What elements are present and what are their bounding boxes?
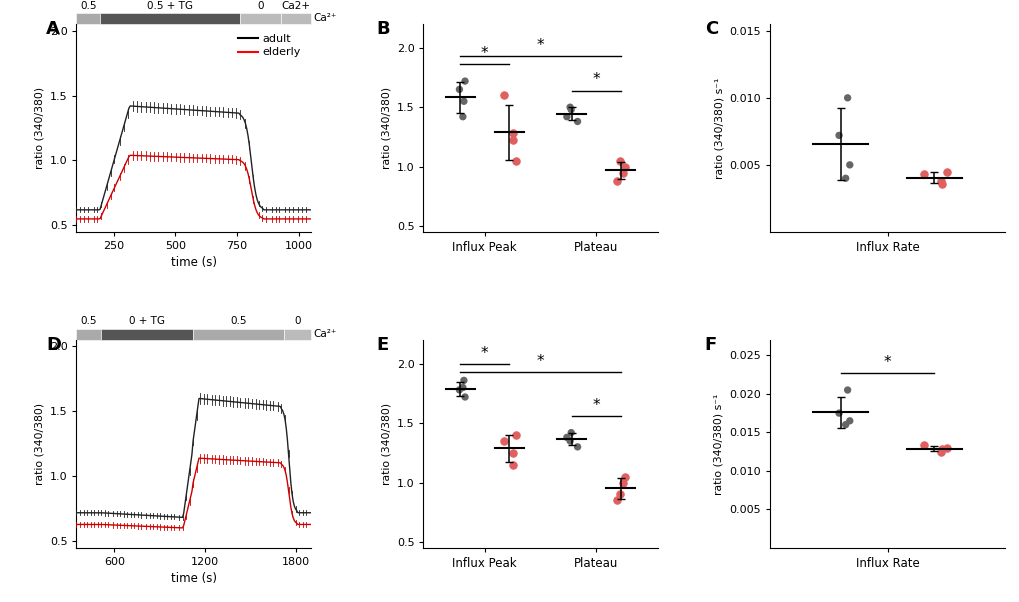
Point xyxy=(841,416,857,426)
Text: D: D xyxy=(46,336,61,354)
Point xyxy=(561,436,578,445)
Point xyxy=(830,131,847,140)
X-axis label: time (s): time (s) xyxy=(170,573,216,585)
Y-axis label: ratio (340/380): ratio (340/380) xyxy=(34,403,44,485)
Text: *: * xyxy=(481,46,488,61)
Point xyxy=(495,90,512,100)
Point xyxy=(616,162,633,172)
Text: *: * xyxy=(536,354,544,369)
Point xyxy=(562,105,579,114)
Point xyxy=(915,441,931,450)
Point xyxy=(450,85,467,95)
Bar xyxy=(76,329,101,340)
Y-axis label: ratio (340/380) s⁻¹: ratio (340/380) s⁻¹ xyxy=(713,393,723,494)
Text: Ca2+: Ca2+ xyxy=(281,1,311,11)
Text: Ca²⁺: Ca²⁺ xyxy=(313,329,336,340)
Point xyxy=(450,385,467,395)
Point xyxy=(454,383,471,393)
Point xyxy=(932,447,949,456)
Text: 0.5 + TG: 0.5 + TG xyxy=(147,1,193,11)
Point xyxy=(454,112,471,122)
Text: C: C xyxy=(704,20,717,38)
Point xyxy=(608,495,625,505)
Point xyxy=(841,160,857,170)
Text: 0: 0 xyxy=(257,1,264,11)
Point xyxy=(507,156,524,166)
Point xyxy=(614,477,631,487)
Y-axis label: ratio (340/380): ratio (340/380) xyxy=(381,403,390,485)
Point xyxy=(839,385,855,395)
Point xyxy=(937,443,954,453)
Point xyxy=(455,96,472,106)
Point xyxy=(507,430,524,440)
Point xyxy=(569,117,585,126)
X-axis label: time (s): time (s) xyxy=(170,256,216,270)
Point xyxy=(558,112,575,122)
Bar xyxy=(76,13,100,24)
Text: *: * xyxy=(592,72,599,87)
Bar xyxy=(100,13,239,24)
Point xyxy=(614,168,631,178)
Text: 0.5: 0.5 xyxy=(230,317,247,326)
Bar xyxy=(239,13,281,24)
Bar xyxy=(101,329,193,340)
Point xyxy=(837,173,853,183)
Point xyxy=(504,135,521,145)
Point xyxy=(611,489,628,499)
Point xyxy=(495,436,512,445)
Bar xyxy=(281,13,311,24)
Point xyxy=(932,444,949,454)
Text: *: * xyxy=(592,398,599,413)
Text: *: * xyxy=(882,355,891,370)
Point xyxy=(830,408,847,418)
Point xyxy=(915,169,931,179)
Point xyxy=(611,156,628,166)
Point xyxy=(457,392,473,402)
Point xyxy=(504,460,521,470)
Point xyxy=(561,102,578,112)
Text: 0 + TG: 0 + TG xyxy=(128,317,165,326)
Point xyxy=(558,433,575,442)
Point xyxy=(839,93,855,103)
Point xyxy=(569,442,585,452)
Point xyxy=(455,376,472,385)
Point xyxy=(932,176,949,186)
Y-axis label: ratio (340/380): ratio (340/380) xyxy=(34,87,44,169)
Y-axis label: ratio (340/380): ratio (340/380) xyxy=(381,87,390,169)
Y-axis label: ratio (340/380) s⁻¹: ratio (340/380) s⁻¹ xyxy=(713,78,723,179)
Bar xyxy=(283,329,311,340)
Text: A: A xyxy=(46,20,60,38)
Text: *: * xyxy=(536,38,544,53)
Point xyxy=(608,176,625,185)
Point xyxy=(562,428,579,438)
Point xyxy=(837,420,853,429)
Legend: adult, elderly: adult, elderly xyxy=(233,29,305,62)
Text: 0: 0 xyxy=(293,317,301,326)
Text: Ca²⁺: Ca²⁺ xyxy=(313,13,336,23)
Point xyxy=(616,472,633,482)
Point xyxy=(504,448,521,458)
Text: E: E xyxy=(376,336,388,354)
Text: *: * xyxy=(481,346,488,361)
Text: B: B xyxy=(376,20,389,38)
Point xyxy=(504,128,521,138)
Text: F: F xyxy=(704,336,716,354)
Point xyxy=(932,179,949,188)
Point xyxy=(457,76,473,86)
Point xyxy=(937,167,954,176)
Text: 0.5: 0.5 xyxy=(81,317,97,326)
Text: 0.5: 0.5 xyxy=(79,1,97,11)
Bar xyxy=(193,329,283,340)
